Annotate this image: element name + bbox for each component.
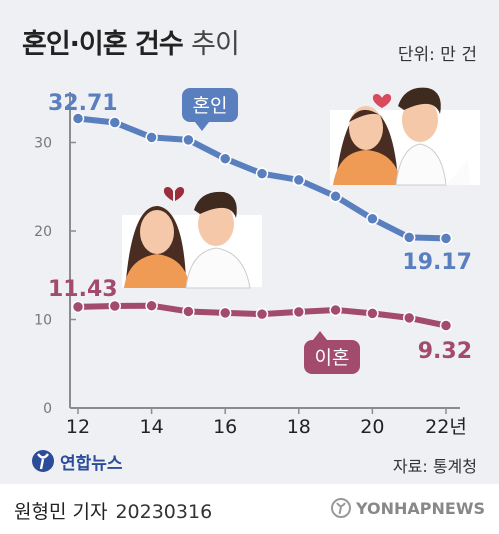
yonhap-logo: 연합뉴스: [30, 448, 123, 474]
credit: 원형민 기자 20230316: [14, 497, 212, 524]
x-tick-label: 18: [287, 416, 311, 438]
watermark-icon: [331, 498, 351, 518]
y-tick-label: 10: [34, 313, 52, 329]
heart-icon: [372, 93, 392, 108]
chart-title: 혼인·이혼 건수 추이: [22, 22, 240, 61]
data-point: [439, 319, 453, 332]
x-tick-label: 12: [66, 416, 90, 438]
data-point: [145, 299, 158, 312]
title-main: 혼인·이혼 건수: [22, 29, 184, 60]
data-point: [402, 311, 416, 325]
x-tick-label: 16: [213, 416, 237, 438]
value-label: 32.71: [48, 91, 118, 116]
data-point: [439, 232, 453, 245]
x-tick-label: 14: [140, 416, 164, 438]
source-label: 자료: 통계청: [392, 457, 477, 476]
value-label: 9.32: [418, 339, 472, 364]
data-point: [182, 133, 195, 147]
credit-author: 원형민 기자: [14, 501, 108, 523]
unit-label: 단위: 만 건: [397, 45, 477, 65]
title-sub: 추이: [191, 29, 240, 60]
yonhap-logo-icon: [32, 450, 54, 472]
data-point: [292, 305, 306, 319]
data-point: [329, 303, 342, 317]
watermark: YONHAPNEWS: [330, 497, 485, 519]
x-axis-ticks: 12 14 16 18 20 22년: [66, 408, 467, 438]
data-point: [402, 231, 416, 244]
series-layer: [71, 112, 453, 332]
x-tick-label: 22년: [425, 416, 467, 438]
yonhap-logo-text: 연합뉴스: [60, 453, 123, 474]
data-point: [255, 167, 269, 180]
data-point: [366, 307, 379, 320]
happy-couple-illustration: [330, 87, 480, 186]
series-tag-1: 이혼: [304, 331, 360, 374]
series-tag-label: 이혼: [315, 347, 350, 369]
y-axis-ticks: 0 10 20 30: [34, 136, 76, 417]
data-point: [71, 112, 85, 125]
credit-date: 20230316: [115, 501, 213, 523]
value-label: 11.43: [48, 277, 118, 302]
data-point: [366, 212, 379, 226]
x-tick-label: 20: [360, 416, 384, 438]
data-point: [218, 152, 232, 165]
series-tag-label: 혼인: [193, 95, 228, 117]
broken-heart-icon: [163, 186, 185, 201]
data-point: [108, 116, 122, 129]
data-point: [145, 131, 158, 144]
footer: [0, 484, 499, 534]
upset-couple-illustration: [122, 191, 262, 289]
data-point: [182, 305, 195, 318]
data-point: [329, 190, 342, 203]
data-point: [108, 299, 122, 313]
y-tick-label: 0: [43, 401, 52, 417]
data-point: [218, 306, 232, 320]
value-labels: 32.71 19.17 11.43 9.32: [48, 91, 472, 364]
series-tag-0: 혼인: [182, 88, 238, 131]
watermark-text: YONHAPNEWS: [356, 498, 485, 518]
value-label: 19.17: [402, 250, 472, 275]
y-tick-label: 30: [34, 136, 52, 152]
data-point: [255, 307, 269, 321]
y-tick-label: 20: [34, 224, 52, 240]
data-point: [292, 173, 306, 187]
data-point: [71, 300, 85, 314]
